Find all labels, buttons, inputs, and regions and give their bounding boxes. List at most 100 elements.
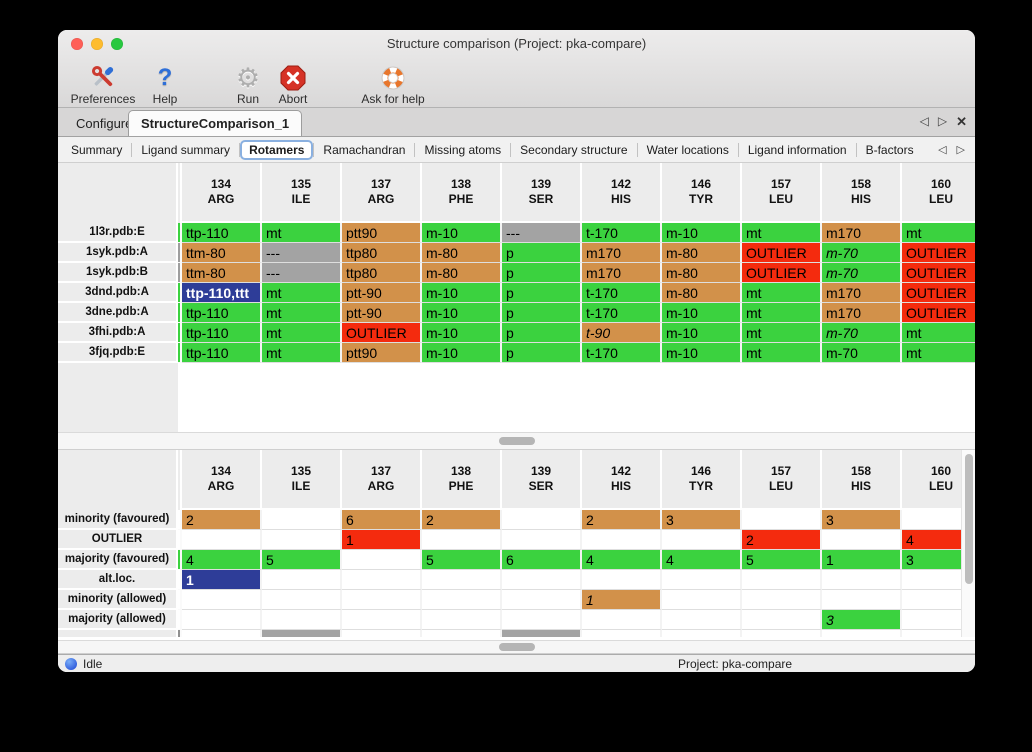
minimize-window-icon[interactable] — [91, 38, 103, 50]
table-cell[interactable]: mt — [902, 323, 975, 343]
tab-next-icon[interactable]: ▷ — [937, 114, 948, 128]
table-cell[interactable]: mt — [742, 343, 822, 363]
table-cell[interactable]: p — [502, 343, 582, 363]
pane-splitter[interactable] — [58, 640, 975, 654]
table-cell[interactable]: 5 — [742, 550, 822, 570]
table-cell[interactable] — [742, 630, 822, 637]
table-cell[interactable] — [262, 530, 342, 550]
table-cell[interactable] — [502, 610, 582, 630]
table-cell[interactable] — [902, 510, 975, 530]
subtab-summary[interactable]: Summary — [71, 142, 123, 157]
table-cell[interactable]: m-80 — [422, 243, 502, 263]
table-cell[interactable]: 6 — [342, 510, 422, 530]
table-cell[interactable]: p — [502, 243, 582, 263]
table-cell[interactable]: t-170 — [582, 223, 662, 243]
table-cell[interactable] — [902, 610, 975, 630]
table-cell[interactable]: m170 — [582, 263, 662, 283]
table-cell[interactable]: p — [502, 323, 582, 343]
table-cell[interactable]: 4 — [902, 530, 975, 550]
abort-button[interactable]: Abort — [272, 58, 314, 106]
table-cell[interactable] — [502, 570, 582, 590]
table-cell[interactable] — [822, 590, 902, 610]
table-cell[interactable]: 4 — [582, 550, 662, 570]
subtab-missing-atoms[interactable]: Missing atoms — [424, 142, 502, 157]
table-cell[interactable]: m-10 — [662, 323, 742, 343]
table-cell[interactable]: m170 — [822, 303, 902, 323]
table-cell[interactable] — [502, 590, 582, 610]
table-cell[interactable] — [262, 590, 342, 610]
subtab-b-factors[interactable]: B-factors — [865, 142, 914, 157]
table-cell[interactable]: 1 — [342, 530, 422, 550]
table-cell[interactable] — [182, 590, 262, 610]
table-cell[interactable]: m-10 — [662, 223, 742, 243]
table-cell[interactable] — [742, 590, 822, 610]
table-cell[interactable] — [902, 630, 975, 637]
table-cell[interactable]: t-170 — [582, 283, 662, 303]
table-cell[interactable]: m-80 — [422, 263, 502, 283]
table-cell[interactable] — [182, 530, 262, 550]
table-cell[interactable]: ttp-110 — [182, 323, 262, 343]
ask-for-help-button[interactable]: Ask for help — [356, 58, 430, 106]
table-cell[interactable]: 2 — [582, 510, 662, 530]
table-cell[interactable] — [422, 610, 502, 630]
table-cell[interactable]: m-80 — [662, 243, 742, 263]
table-cell[interactable]: ttp-110 — [182, 223, 262, 243]
table-cell[interactable]: ttp-110 — [182, 343, 262, 363]
table-cell[interactable] — [422, 630, 502, 637]
table-cell[interactable]: t-170 — [582, 343, 662, 363]
table-cell[interactable]: ttp80 — [342, 243, 422, 263]
table-cell[interactable] — [262, 610, 342, 630]
table-cell[interactable]: ptt90 — [342, 343, 422, 363]
table-cell[interactable]: OUTLIER — [742, 243, 822, 263]
close-window-icon[interactable] — [71, 38, 83, 50]
table-cell[interactable] — [342, 570, 422, 590]
subtab-secondary-structure[interactable]: Secondary structure — [520, 142, 628, 157]
table-cell[interactable]: OUTLIER — [742, 263, 822, 283]
table-cell[interactable]: m-10 — [422, 303, 502, 323]
preferences-button[interactable]: Preferences — [71, 58, 135, 106]
table-cell[interactable] — [582, 530, 662, 550]
table-cell[interactable]: OUTLIER — [902, 303, 975, 323]
table-cell[interactable] — [422, 530, 502, 550]
table-cell[interactable]: m-10 — [422, 223, 502, 243]
tab-configure[interactable]: Configure — [76, 116, 133, 131]
table-cell[interactable]: m-10 — [662, 343, 742, 363]
table-cell[interactable]: ptt90 — [342, 223, 422, 243]
table-cell[interactable] — [182, 630, 262, 637]
subtab-ligand-information[interactable]: Ligand information — [747, 142, 847, 157]
table-cell[interactable] — [502, 510, 582, 530]
zoom-window-icon[interactable] — [111, 38, 123, 50]
table-cell[interactable] — [902, 590, 975, 610]
table-cell[interactable]: m-80 — [662, 283, 742, 303]
table-cell[interactable] — [422, 590, 502, 610]
table-cell[interactable] — [422, 570, 502, 590]
table-cell[interactable]: mt — [742, 303, 822, 323]
table-cell[interactable]: m-70 — [822, 323, 902, 343]
table-cell[interactable] — [262, 570, 342, 590]
table-cell[interactable]: 2 — [742, 530, 822, 550]
table-cell[interactable]: OUTLIER — [902, 283, 975, 303]
table-cell[interactable]: 3 — [822, 610, 902, 630]
table-cell[interactable]: t-90 — [582, 323, 662, 343]
table-cell[interactable]: 1 — [822, 550, 902, 570]
table-cell[interactable]: p — [502, 283, 582, 303]
table-cell[interactable]: OUTLIER — [342, 323, 422, 343]
table-cell[interactable]: 5 — [262, 550, 342, 570]
table-cell[interactable]: m-10 — [662, 303, 742, 323]
subtab-ligand-summary[interactable]: Ligand summary — [141, 142, 231, 157]
splitter-handle[interactable] — [498, 643, 535, 651]
table-cell[interactable]: m170 — [582, 243, 662, 263]
table-cell[interactable]: ttp-110 — [182, 303, 262, 323]
table-cell[interactable] — [822, 630, 902, 637]
table-cell[interactable]: 3 — [662, 510, 742, 530]
table-cell[interactable] — [662, 530, 742, 550]
table-cell[interactable]: p — [502, 263, 582, 283]
subtab-water-locations[interactable]: Water locations — [646, 142, 729, 157]
table-cell[interactable] — [262, 510, 342, 530]
table-cell[interactable] — [822, 570, 902, 590]
table-cell[interactable] — [662, 570, 742, 590]
help-button[interactable]: ? Help — [148, 58, 182, 106]
table-cell[interactable] — [662, 590, 742, 610]
table-cell[interactable]: 2 — [422, 510, 502, 530]
table-cell[interactable]: --- — [502, 223, 582, 243]
